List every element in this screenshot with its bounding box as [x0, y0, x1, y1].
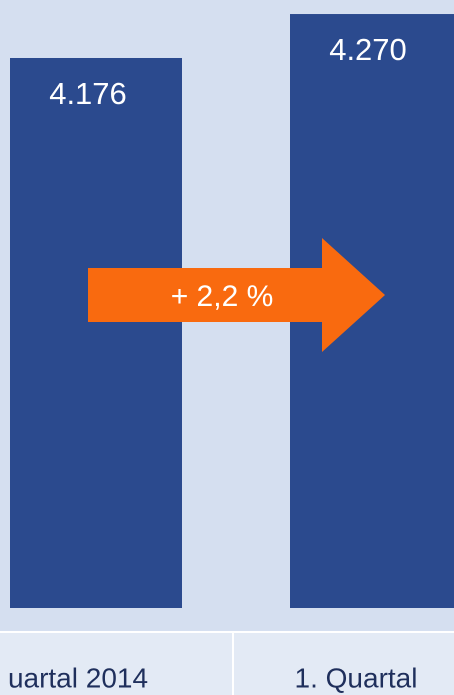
growth-label: + 2,2 % — [171, 280, 274, 313]
x-tick-label: uartal 2014 — [8, 662, 148, 693]
value-label: 4.176 — [49, 76, 127, 111]
x-tick-label: 1. Quartal — [295, 662, 418, 693]
value-label: 4.270 — [329, 32, 407, 67]
category-band — [0, 632, 454, 695]
bar — [10, 57, 182, 609]
growth-arrow — [88, 238, 385, 352]
